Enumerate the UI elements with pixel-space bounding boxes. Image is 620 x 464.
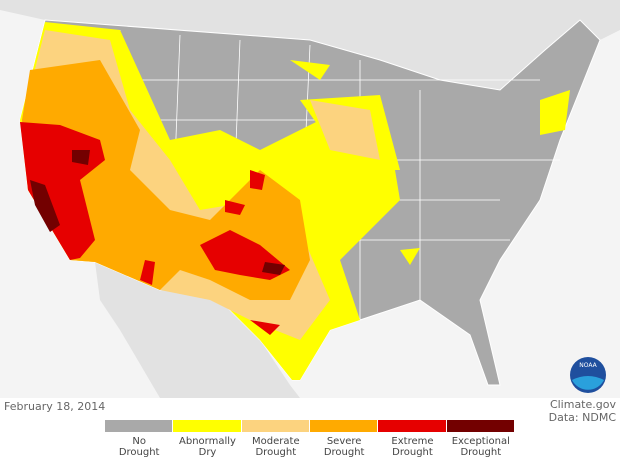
extreme-drought xyxy=(140,170,290,335)
legend-label: No Drought xyxy=(118,436,160,458)
source: Data: NDMC xyxy=(548,411,616,424)
legend-swatch xyxy=(241,420,310,432)
legend-item: Severe Drought xyxy=(309,420,379,458)
noaa-logo: NOAA xyxy=(570,357,606,393)
drought-areas xyxy=(20,22,570,380)
date: February 18, 2014 xyxy=(4,400,106,413)
legend-swatch xyxy=(378,420,447,432)
canada xyxy=(0,0,620,90)
legend-item: No Drought xyxy=(105,420,174,458)
legend-item: Extreme Drought xyxy=(378,420,447,458)
legend-label: Extreme Drought xyxy=(391,436,434,458)
legend: No Drought Abnormally Dry Moderate Drought… xyxy=(105,420,515,458)
map: NOAA xyxy=(0,0,620,398)
legend-label: Exceptional Drought xyxy=(451,436,510,458)
legend-label: Moderate Drought xyxy=(252,436,300,458)
moderate-drought xyxy=(310,100,380,160)
legend-swatch xyxy=(309,420,379,432)
logo-wave xyxy=(572,376,604,390)
legend-swatch xyxy=(173,420,242,432)
legend-swatch xyxy=(446,420,515,432)
legend-item: Exceptional Drought xyxy=(446,420,515,458)
legend-label: Severe Drought xyxy=(323,436,365,458)
legend-item: Moderate Drought xyxy=(241,420,310,458)
logo-text: NOAA xyxy=(579,362,597,369)
mexico xyxy=(95,262,300,398)
legend-item: Abnormally Dry xyxy=(173,420,242,458)
credit: Climate.gov xyxy=(549,398,616,411)
legend-label: Abnormally Dry xyxy=(179,436,236,458)
legend-swatch xyxy=(105,420,174,432)
